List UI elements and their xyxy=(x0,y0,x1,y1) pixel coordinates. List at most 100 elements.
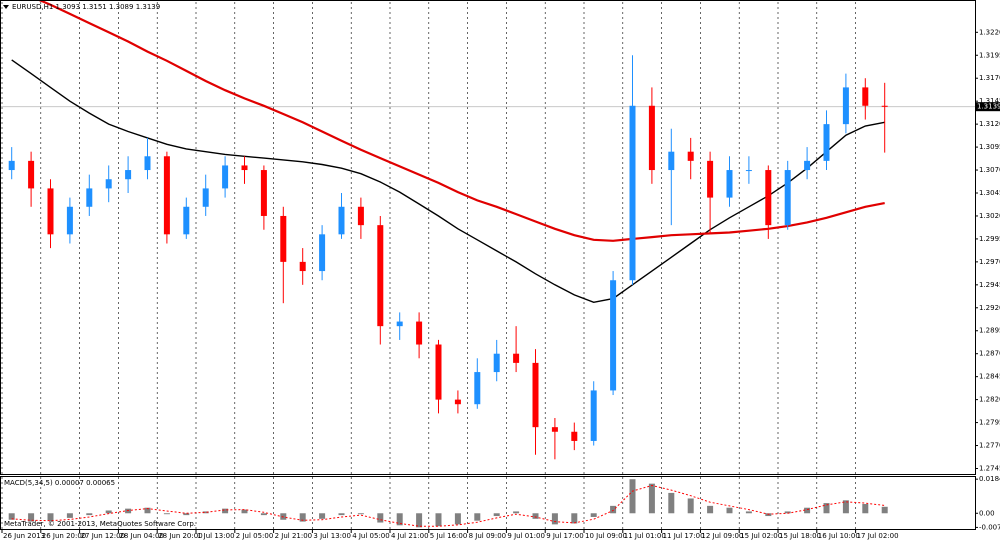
y-tick-label: 1.2895 xyxy=(979,327,1000,335)
x-tick-label: 3 Jul 13:00 xyxy=(313,532,351,540)
macd-bar xyxy=(454,513,461,525)
x-tick-label: 28 Jun 04:00 xyxy=(119,532,163,540)
candle-body xyxy=(687,151,694,161)
y-tick-label: 1.2870 xyxy=(979,350,1000,358)
candle-body xyxy=(125,170,132,180)
macd-bar xyxy=(47,513,54,521)
x-tick-label: 11 Jul 17:00 xyxy=(663,532,705,540)
x-tick-label: 4 Jul 21:00 xyxy=(391,532,429,540)
candle-body xyxy=(804,160,811,171)
candle-body xyxy=(8,160,15,171)
macd-bar xyxy=(610,505,617,514)
x-tick-label: 11 Jul 01:00 xyxy=(624,532,666,540)
candle-body xyxy=(396,321,403,327)
macd-bar xyxy=(86,513,93,516)
macd-bar xyxy=(629,479,636,514)
x-tick-label: 8 Jul 09:00 xyxy=(469,532,507,540)
y-tick-label: 1.3070 xyxy=(979,166,1000,174)
y-tick-label: 1.3120 xyxy=(979,120,1000,128)
candle-body xyxy=(416,321,423,345)
main-panel-frame xyxy=(0,0,976,475)
x-tick-label: 16 Jul 10:00 xyxy=(818,532,860,540)
macd-bar xyxy=(260,513,267,516)
y-tick-label: -0.00764 xyxy=(979,523,1000,531)
macd-bar xyxy=(144,507,151,514)
candle-body xyxy=(532,362,539,428)
candle-body xyxy=(377,225,384,327)
candle-body xyxy=(629,105,636,281)
candle-body xyxy=(319,234,326,272)
macd-title: MACD(5,34,5) 0.00007 0.00065 xyxy=(4,479,115,487)
macd-bar xyxy=(881,506,888,514)
y-tick-label: 1.2795 xyxy=(979,419,1000,427)
macd-bar xyxy=(377,513,384,523)
title-arrow xyxy=(3,5,9,9)
macd-panel-frame xyxy=(0,476,976,530)
macd-bar xyxy=(687,498,694,514)
y-tick-label: 1.2945 xyxy=(979,281,1000,289)
y-tick-label: 1.2745 xyxy=(979,464,1000,472)
candle-body xyxy=(241,165,248,171)
macd-bar xyxy=(804,507,811,514)
candle-body xyxy=(823,124,830,161)
y-tick-label: 0.01843 xyxy=(979,475,1000,483)
macd-bar xyxy=(707,505,714,514)
current-price-box xyxy=(975,102,1000,112)
candle-body xyxy=(86,188,93,207)
macd-bar xyxy=(493,513,500,517)
macd-bar xyxy=(163,513,170,515)
macd-bar xyxy=(474,513,481,521)
candle-body xyxy=(66,206,73,235)
y-tick-label: 1.2845 xyxy=(979,373,1000,381)
candle-body xyxy=(551,427,558,432)
candle-body xyxy=(765,170,772,226)
macd-bar xyxy=(435,513,442,527)
candle-body xyxy=(280,215,287,262)
moving-average-line xyxy=(11,59,885,304)
macd-bar xyxy=(513,511,520,514)
y-tick-label: 1.3045 xyxy=(979,189,1000,197)
macd-bar xyxy=(28,513,35,522)
macd-bar xyxy=(416,513,423,528)
x-tick-label: 12 Jul 09:00 xyxy=(701,532,743,540)
macd-bar xyxy=(668,492,675,514)
x-tick-label: 17 Jul 02:00 xyxy=(857,532,899,540)
x-tick-label: 27 Jun 12:00 xyxy=(81,532,125,540)
x-tick-label: 5 Jul 16:00 xyxy=(430,532,468,540)
candle-body xyxy=(222,165,229,189)
x-tick-label: 15 Jul 02:00 xyxy=(740,532,782,540)
macd-bar xyxy=(338,513,345,516)
candle-body xyxy=(571,431,578,441)
y-tick-label: 0.00 xyxy=(979,509,995,517)
y-tick-label: 1.2770 xyxy=(979,442,1000,450)
macd-bar xyxy=(726,507,733,514)
candle-body xyxy=(745,170,752,172)
candle-body xyxy=(454,399,461,405)
x-tick-label: 26 Jun 2013 xyxy=(3,532,45,540)
candle-body xyxy=(202,188,209,207)
candle-body xyxy=(163,156,170,235)
y-tick-label: 1.3095 xyxy=(979,143,1000,151)
macd-bar xyxy=(183,513,190,516)
x-tick-label: 15 Jul 18:00 xyxy=(779,532,821,540)
y-tick-label: 1.2970 xyxy=(979,258,1000,266)
macd-bar xyxy=(532,513,539,519)
macd-bar xyxy=(299,513,306,522)
macd-bar xyxy=(842,500,849,514)
y-tick-label: 1.3020 xyxy=(979,212,1000,220)
candle-body xyxy=(183,206,190,235)
candle-body xyxy=(513,353,520,363)
macd-panel xyxy=(1,477,888,529)
candle-body xyxy=(784,170,791,226)
y-tick-label: 1.3145 xyxy=(979,97,1000,105)
candle-body xyxy=(260,170,267,216)
macd-bar xyxy=(784,511,791,514)
moving-average-line xyxy=(38,1,885,242)
x-tick-label: 10 Jul 09:00 xyxy=(585,532,627,540)
chart-title: EURUSD,H1 1.3093 1.3151 1.3089 1.3139 xyxy=(12,3,160,11)
candle-body xyxy=(299,261,306,272)
y-tick-label: 1.2920 xyxy=(979,304,1000,312)
macd-bar xyxy=(105,510,112,514)
